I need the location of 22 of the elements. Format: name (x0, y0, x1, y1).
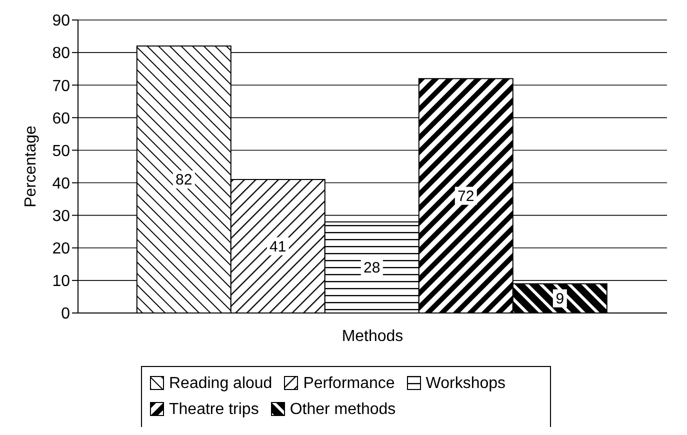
legend-label: Other methods (288, 400, 396, 420)
legend-label: Reading aloud (168, 374, 272, 394)
y-tick-label: 20 (52, 240, 70, 258)
x-axis-title: Methods (342, 328, 404, 345)
y-tick-label: 40 (52, 175, 70, 192)
y-tick-label: 80 (52, 45, 70, 62)
y-tick-label: 60 (52, 110, 70, 128)
y-tick-label: 50 (52, 142, 70, 160)
data-label: 9 (556, 290, 564, 308)
y-tick-label: 70 (52, 78, 70, 95)
y-tick-label: 10 (52, 273, 70, 290)
legend-label: Theatre trips (168, 400, 259, 420)
data-label: 72 (458, 188, 474, 205)
data-label: 28 (364, 259, 380, 276)
legend-label: Workshops (424, 374, 506, 394)
data-label: 82 (176, 172, 192, 189)
y-tick-label: 0 (61, 306, 70, 323)
y-tick-label: 90 (52, 12, 70, 30)
data-label: 41 (270, 238, 286, 256)
legend-label: Performance (302, 374, 395, 394)
y-axis-title: Percentage (22, 125, 40, 208)
y-tick-label: 30 (52, 208, 70, 226)
